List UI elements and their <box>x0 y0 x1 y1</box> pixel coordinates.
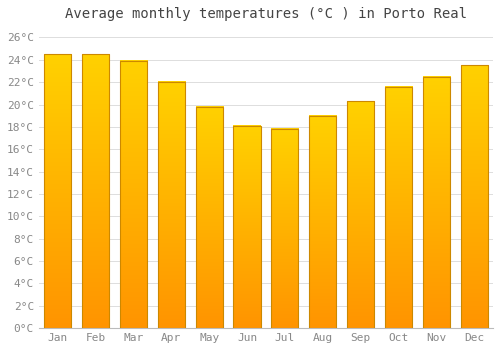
Bar <box>120 61 147 328</box>
Bar <box>347 101 374 328</box>
Bar <box>271 129 298 328</box>
Bar <box>158 82 185 328</box>
Bar <box>460 65 488 328</box>
Bar <box>385 87 412 328</box>
Bar <box>44 54 72 328</box>
Bar <box>82 54 109 328</box>
Bar <box>422 77 450 328</box>
Title: Average monthly temperatures (°C ) in Porto Real: Average monthly temperatures (°C ) in Po… <box>65 7 467 21</box>
Bar <box>196 107 223 328</box>
Bar <box>234 126 260 328</box>
Bar <box>309 116 336 328</box>
